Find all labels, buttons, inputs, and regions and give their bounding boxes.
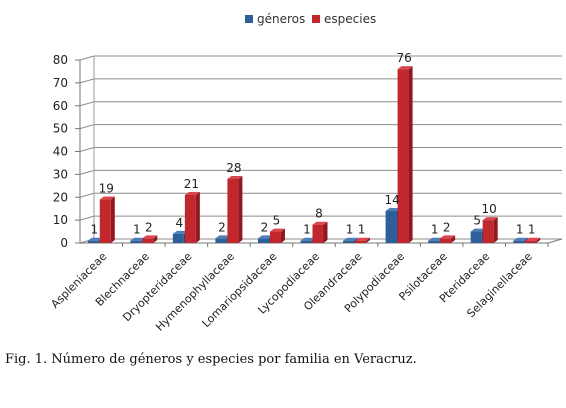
gridline-depth	[79, 169, 95, 175]
x-axis-depth	[547, 238, 563, 244]
gridline-depth	[79, 78, 95, 84]
bars	[87, 66, 541, 244]
bar-especies	[227, 175, 243, 243]
legend-label-generos: géneros	[257, 12, 305, 26]
data-label-especies: 2	[443, 220, 451, 234]
data-label-especies: 8	[315, 207, 323, 221]
data-label-generos: 14	[384, 193, 399, 207]
data-label-especies: 1	[528, 223, 536, 237]
category-label: Hymenophyllaceae	[153, 250, 237, 334]
bar-especies	[142, 235, 158, 243]
gridlines	[79, 55, 562, 244]
figure-caption: Fig. 1. Número de géneros y especies por…	[5, 352, 417, 367]
data-label-especies: 76	[396, 51, 411, 65]
data-label-especies: 28	[226, 161, 241, 175]
bar-especies	[397, 66, 413, 244]
data-label-generos: 2	[218, 220, 226, 234]
y-tick-label: 60	[53, 99, 68, 113]
data-label-generos: 1	[90, 223, 98, 237]
bar-especies	[525, 237, 541, 243]
y-tick-label: 40	[53, 145, 68, 159]
bar-especies	[269, 228, 285, 243]
bar-especies	[355, 237, 371, 243]
data-label-especies: 10	[482, 202, 497, 216]
y-tick-label: 30	[53, 167, 68, 181]
gridline-depth	[79, 101, 95, 107]
category-labels: AspleniaceaeBlechnaceaeDryopteridaceaeHy…	[48, 250, 535, 334]
data-label-especies: 2	[145, 220, 153, 234]
chart-legend: géneros especies	[245, 12, 376, 26]
y-tick-label: 50	[53, 122, 68, 136]
data-label-especies: 1	[358, 223, 366, 237]
y-tick-label: 70	[53, 76, 68, 90]
bar-especies	[99, 196, 115, 243]
y-tick-label: 20	[53, 190, 68, 204]
y-tick-label: 10	[53, 213, 68, 227]
gridline-depth	[79, 147, 95, 152]
y-tick-label: 0	[60, 236, 68, 250]
data-label-generos: 5	[473, 214, 481, 228]
data-label-generos: 1	[303, 223, 311, 237]
gridline-depth	[79, 124, 95, 130]
legend-label-especies: especies	[324, 12, 376, 26]
legend-swatch-generos	[245, 15, 253, 23]
data-label-especies: 21	[184, 177, 199, 191]
bar-especies	[440, 235, 456, 243]
axes: 0 10 20 30 40 50 60 70 80	[53, 53, 563, 250]
gridline-depth	[79, 192, 95, 198]
data-label-generos: 1	[516, 223, 524, 237]
bar-especies	[184, 191, 200, 243]
data-label-especies: 19	[99, 182, 114, 196]
gridline-depth	[79, 215, 95, 221]
data-label-generos: 1	[133, 223, 141, 237]
bar-especies	[482, 217, 498, 243]
data-label-generos: 4	[176, 216, 184, 230]
gridline-depth	[79, 55, 95, 61]
bar-especies	[312, 221, 328, 243]
y-tick-label: 80	[53, 53, 68, 67]
category-label: Lomariopsidaceae	[199, 250, 279, 330]
data-label-generos: 1	[346, 223, 354, 237]
legend-swatch-especies	[312, 15, 320, 23]
data-label-generos: 1	[431, 223, 439, 237]
data-label-generos: 2	[261, 220, 269, 234]
data-label-especies: 5	[273, 214, 281, 228]
